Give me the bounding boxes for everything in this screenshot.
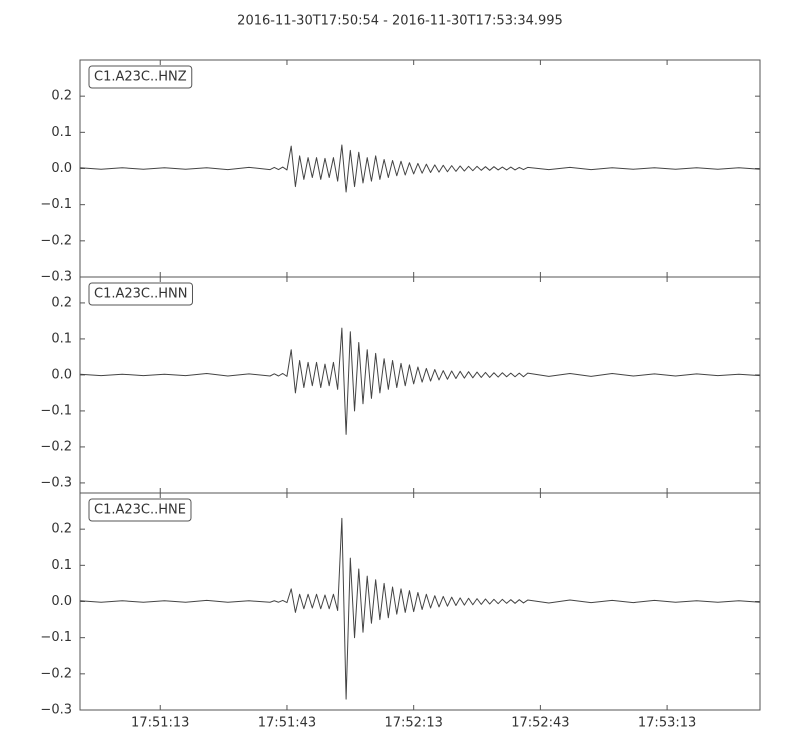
panel: −0.3 −0.2 −0.1 0.0 0.1 0.2 17:51:13 17:51:43 17:… <box>40 492 761 731</box>
y-tick-label: −0.3 <box>40 475 72 490</box>
waveform <box>79 144 761 193</box>
y-tick-label: −0.1 <box>40 403 72 418</box>
legend-box <box>88 65 193 89</box>
axes-frame <box>79 276 761 494</box>
legend-box <box>88 498 192 522</box>
legend-box <box>88 282 193 306</box>
y-tick-label: 0.2 <box>51 89 72 104</box>
y-tick-label: 0.1 <box>51 125 72 140</box>
figure-title: 2016-11-30T17:50:54 - 2016-11-30T17:53:3… <box>237 14 563 29</box>
x-tick-label: 17:53:13 <box>638 716 696 731</box>
legend-label: C1.A23C..HNZ <box>94 70 187 85</box>
y-tick-label: 0.2 <box>51 522 72 537</box>
y-tick-label: −0.3 <box>40 703 72 718</box>
legend-label: C1.A23C..HNN <box>94 287 187 302</box>
y-tick-label: −0.2 <box>40 439 72 454</box>
y-tick-label: −0.3 <box>40 270 72 285</box>
y-tick-label: 0.0 <box>51 594 72 609</box>
y-tick-label: 0.0 <box>51 367 72 382</box>
axes-frame <box>79 492 761 711</box>
x-tick-label: 17:51:43 <box>258 716 316 731</box>
waveform <box>79 517 761 700</box>
y-tick-label: 0.0 <box>51 161 72 176</box>
panel: −0.3 −0.2 −0.1 0.0 0.1 0.2 C1.A23C..HNN <box>40 276 761 494</box>
x-tick-label: 17:52:13 <box>384 716 442 731</box>
panel: −0.3 −0.2 −0.1 0.0 0.1 0.2 C1.A23C..HNZ <box>40 59 761 285</box>
x-tick-label: 17:52:43 <box>511 716 569 731</box>
y-tick-label: 0.1 <box>51 558 72 573</box>
y-tick-label: 0.1 <box>51 331 72 346</box>
waveform <box>79 327 761 435</box>
y-tick-label: −0.2 <box>40 666 72 681</box>
y-tick-label: −0.2 <box>40 233 72 248</box>
legend-label: C1.A23C..HNE <box>94 503 186 518</box>
y-tick-label: −0.1 <box>40 630 72 645</box>
y-tick-label: −0.1 <box>40 197 72 212</box>
y-tick-label: 0.2 <box>51 295 72 310</box>
x-tick-label: 17:51:13 <box>131 716 189 731</box>
